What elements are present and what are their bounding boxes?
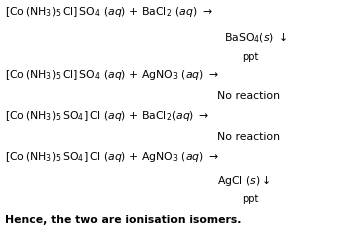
Text: Hence, the two are ionisation isomers.: Hence, the two are ionisation isomers. [5, 216, 242, 226]
Text: No reaction: No reaction [217, 91, 280, 102]
Text: ppt: ppt [243, 194, 259, 205]
Text: $\mathrm{BaSO_4}(s)$ $\downarrow$: $\mathrm{BaSO_4}(s)$ $\downarrow$ [224, 30, 288, 45]
Text: $[\mathrm{Co\,(NH_3)_5\,Cl]\,SO_4}$ $(aq)$ $+$ $\mathrm{BaCl_2}$ $(aq)$ $\righta: $[\mathrm{Co\,(NH_3)_5\,Cl]\,SO_4}$ $(aq… [5, 5, 213, 19]
Text: $[\mathrm{Co\,(NH_3)_5\,Cl]\,SO_4}$ $(aq)$ $+$ $\mathrm{AgNO_3}$ $(aq)$ $\righta: $[\mathrm{Co\,(NH_3)_5\,Cl]\,SO_4}$ $(aq… [5, 68, 220, 82]
Text: $[\mathrm{Co\,(NH_3)_5\,SO_4]\,Cl}$ $(aq)$ $+$ $\mathrm{BaCl_2}(aq)$ $\rightarro: $[\mathrm{Co\,(NH_3)_5\,SO_4]\,Cl}$ $(aq… [5, 109, 210, 123]
Text: $\mathrm{AgCl}$ $(s)\downarrow$: $\mathrm{AgCl}$ $(s)\downarrow$ [217, 173, 271, 188]
Text: $[\mathrm{Co\,(NH_3)_5\,SO_4]\,Cl}$ $(aq)$ $+$ $\mathrm{AgNO_3}$ $(aq)$ $\righta: $[\mathrm{Co\,(NH_3)_5\,SO_4]\,Cl}$ $(aq… [5, 150, 220, 164]
Text: ppt: ppt [243, 52, 259, 62]
Text: No reaction: No reaction [217, 132, 280, 143]
